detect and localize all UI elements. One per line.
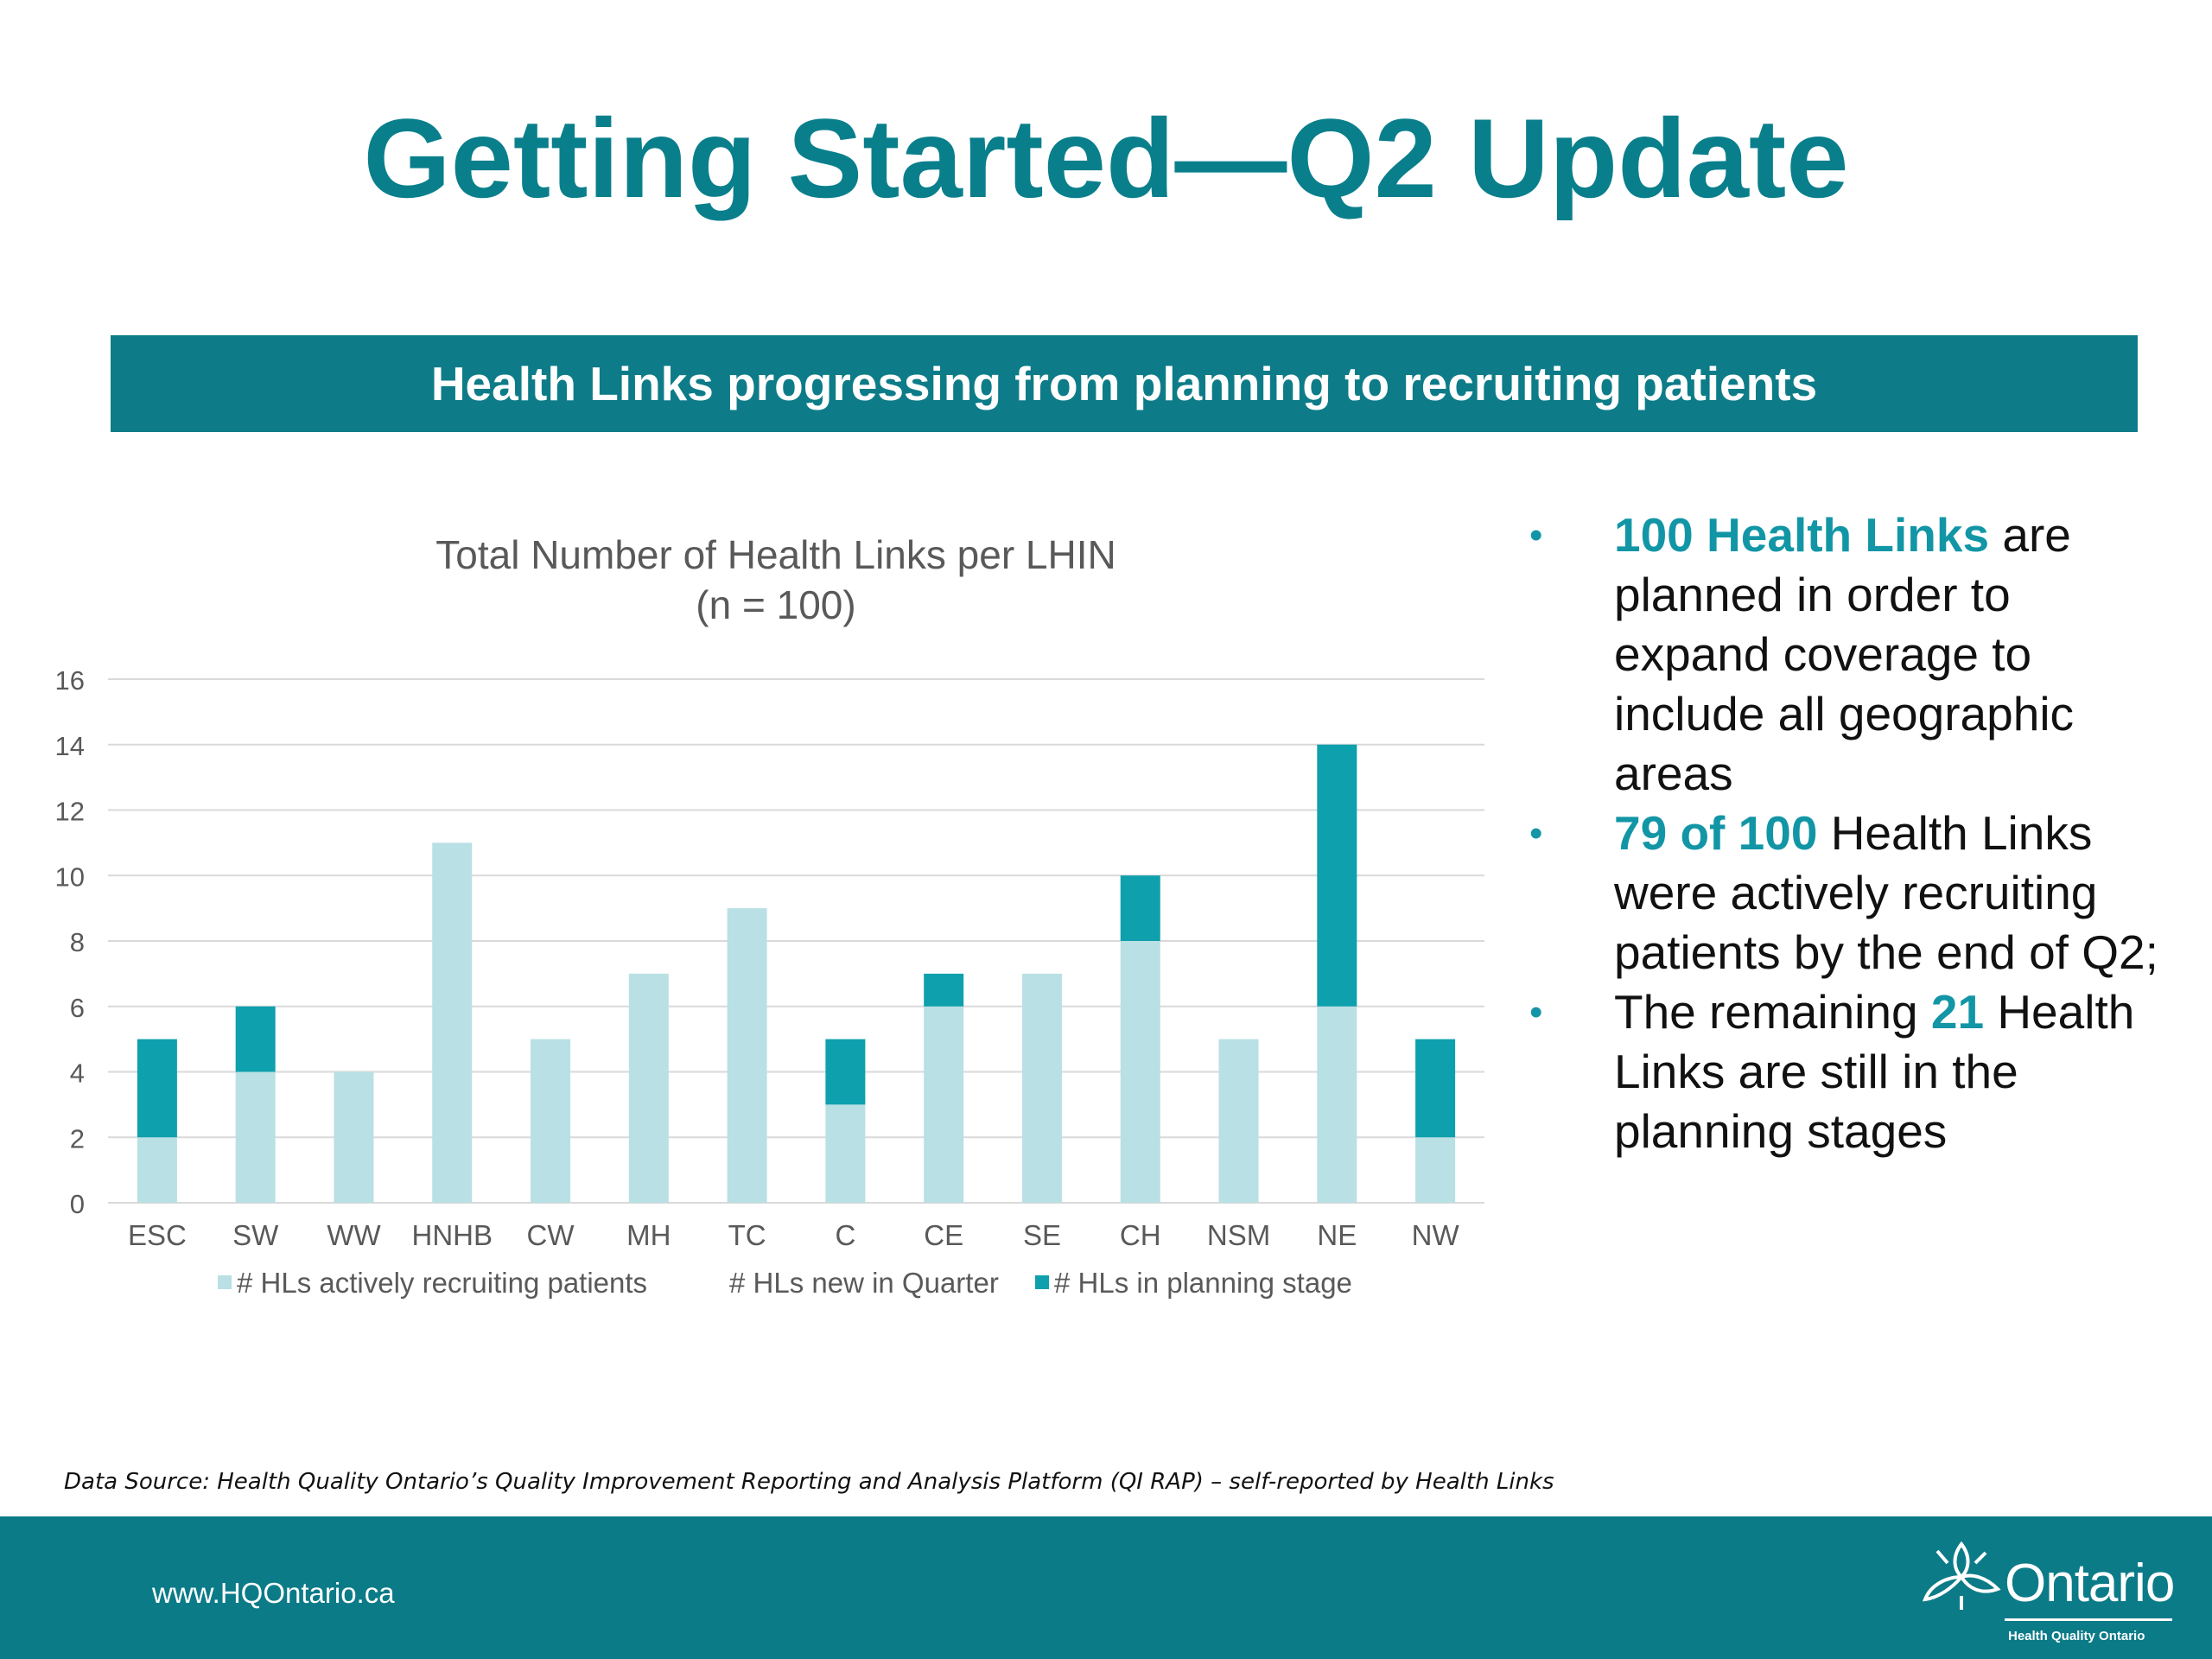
bar-segment xyxy=(1415,1039,1456,1138)
x-tick-label: NSM xyxy=(1207,1219,1270,1251)
gridlines xyxy=(108,678,1484,1204)
x-tick-label: SW xyxy=(232,1219,279,1251)
data-source-note: Data Source: Health Quality Ontario’s Qu… xyxy=(64,1469,1554,1495)
legend-swatch xyxy=(710,1275,724,1289)
chart-title: Total Number of Health Links per LHIN xyxy=(435,532,1116,577)
x-tick-label: NE xyxy=(1317,1219,1357,1251)
logo-divider xyxy=(2005,1618,2172,1621)
x-tick-label: CH xyxy=(1120,1219,1161,1251)
bar-segment xyxy=(235,1071,276,1203)
bullet-text: Health Links were actively recruiting pa… xyxy=(1614,806,2158,979)
bar-segment xyxy=(1415,1137,1456,1203)
slide-title: Getting Started—Q2 Update xyxy=(363,95,1849,221)
x-tick-label: C xyxy=(835,1219,855,1251)
y-tick-label: 16 xyxy=(55,665,85,696)
bar-segment xyxy=(531,1039,571,1203)
bar-segment xyxy=(1317,1006,1357,1203)
bullet-prefix: The remaining xyxy=(1614,985,1931,1039)
bar-segment xyxy=(334,1071,374,1203)
legend-label: # HLs in planning stage xyxy=(1054,1267,1352,1299)
x-tick-label: ESC xyxy=(128,1219,187,1251)
bar-segment xyxy=(924,1006,964,1203)
y-tick-label: 14 xyxy=(55,731,85,761)
x-tick-label: NW xyxy=(1412,1219,1460,1251)
x-tick-label: SE xyxy=(1023,1219,1061,1251)
y-tick-label: 2 xyxy=(70,1123,85,1154)
x-tick-label: HNHB xyxy=(411,1219,493,1251)
bullet-item: • 100 Health Links are planned in order … xyxy=(1503,505,2160,804)
legend: # HLs actively recruiting patients # HLs … xyxy=(218,1267,1352,1299)
banner-text: Health Links progressing from planning t… xyxy=(430,357,1818,410)
legend-swatch xyxy=(218,1275,232,1289)
legend-label: # HLs new in Quarter xyxy=(729,1267,999,1299)
bullet-dot: • xyxy=(1529,991,1543,1033)
x-tick-label: WW xyxy=(327,1219,381,1251)
y-tick-label: 12 xyxy=(55,797,85,827)
legend-label: # HLs actively recruiting patients xyxy=(237,1267,647,1299)
footer-url-link[interactable]: www.HQOntario.ca xyxy=(152,1577,395,1609)
footer-bar: www.HQOntario.ca Ontario Health Quality … xyxy=(0,1516,2212,1659)
x-tick-label: MH xyxy=(626,1219,671,1251)
bar-segment xyxy=(235,1006,276,1072)
y-tick-label: 10 xyxy=(55,861,85,892)
bar-segment xyxy=(825,1039,866,1105)
bar-segment xyxy=(1120,875,1160,941)
bullet-dot: • xyxy=(1529,812,1543,855)
bar-segment xyxy=(727,908,767,1203)
bullet-highlight: 21 xyxy=(1930,985,1985,1039)
key-points: • 100 Health Links are planned in order … xyxy=(1503,505,2160,1161)
bullet-item: • 79 of 100 Health Links were actively r… xyxy=(1503,804,2160,982)
x-tick-label: CW xyxy=(527,1219,575,1251)
y-tick-label: 4 xyxy=(70,1058,85,1089)
x-tick-label: TC xyxy=(728,1219,766,1251)
bullet-dot: • xyxy=(1529,514,1543,556)
logo-wordmark: Ontario xyxy=(2005,1554,2175,1613)
bullet-item: • The remaining 21 Health Links are stil… xyxy=(1503,982,2160,1161)
trillium-icon xyxy=(1922,1541,2001,1610)
bullet-text: Health Links are still in the planning s… xyxy=(1614,985,2135,1158)
bullet-text: are planned in order to expand coverage … xyxy=(1614,508,2075,800)
x-tick-label: CE xyxy=(924,1219,963,1251)
y-tick-label: 8 xyxy=(70,927,85,957)
bar-segment xyxy=(1120,941,1160,1203)
y-axis-ticks: 0 2 4 6 8 10 12 14 16 xyxy=(55,665,85,1219)
legend-swatch xyxy=(1035,1275,1049,1289)
bars xyxy=(137,744,1456,1203)
bar-segment xyxy=(825,1104,866,1203)
bar-segment xyxy=(924,973,964,1007)
bar-segment xyxy=(628,973,669,1203)
ontario-logo: Ontario Health Quality Ontario xyxy=(1918,1534,2177,1655)
bullet-highlight: 79 of 100 xyxy=(1614,806,1818,860)
bar-segment xyxy=(1317,744,1357,1007)
chart-subtitle: (n = 100) xyxy=(696,582,855,627)
bullet-highlight: 100 Health Links xyxy=(1614,508,1990,562)
section-banner: Health Links progressing from planning t… xyxy=(111,335,2138,432)
bar-segment xyxy=(1218,1039,1259,1203)
y-tick-label: 0 xyxy=(70,1189,85,1219)
bar-segment xyxy=(1021,973,1062,1203)
logo-subtitle: Health Quality Ontario xyxy=(2008,1629,2145,1643)
bar-segment xyxy=(432,842,473,1203)
bar-segment xyxy=(137,1137,177,1203)
stacked-bar-chart: Total Number of Health Links per LHIN (n… xyxy=(55,532,1484,1299)
y-tick-label: 6 xyxy=(70,993,85,1023)
x-axis-ticks: ESC SW WW HNHB CW MH TC C CE SE CH NSM NE NW xyxy=(128,1219,1459,1251)
bar-segment xyxy=(137,1039,177,1138)
